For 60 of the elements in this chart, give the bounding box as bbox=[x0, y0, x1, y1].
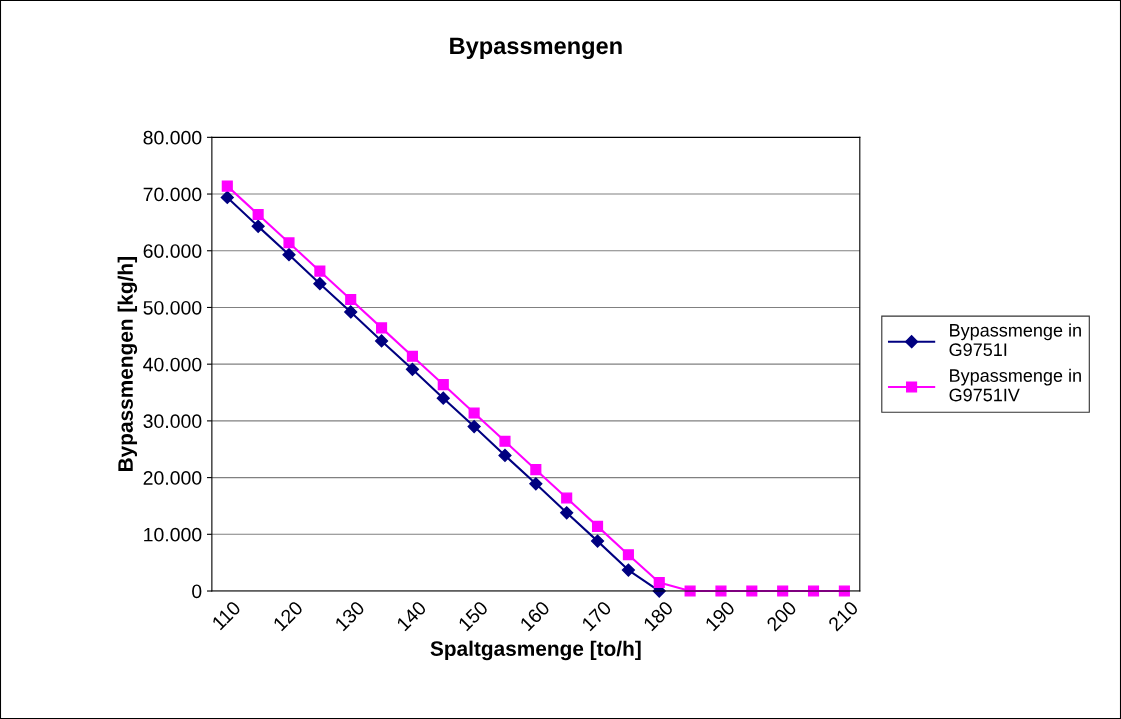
point bbox=[436, 391, 450, 405]
y-axis-title: Bypassmengen [kg/h] bbox=[117, 257, 138, 472]
point bbox=[221, 180, 233, 192]
y-tick-label: 30.000 bbox=[143, 414, 202, 429]
legend-label: Bypassmenge in G9751IV bbox=[949, 368, 1081, 402]
point bbox=[684, 585, 696, 597]
point bbox=[653, 576, 665, 589]
point bbox=[499, 435, 511, 447]
x-tick-label: 160 bbox=[519, 600, 551, 632]
point bbox=[498, 448, 512, 463]
point bbox=[622, 549, 634, 561]
x-tick-label: 190 bbox=[704, 600, 736, 632]
x-tick-label: 200 bbox=[765, 600, 798, 632]
point bbox=[468, 407, 480, 419]
point bbox=[405, 362, 420, 376]
x-tick-label: 150 bbox=[457, 600, 489, 632]
y-tick-label: 0 bbox=[192, 584, 202, 599]
x-tick-label: 130 bbox=[334, 600, 366, 632]
point bbox=[530, 464, 542, 476]
point bbox=[406, 350, 418, 362]
legend-label: Bypassmenge in G9751I bbox=[949, 323, 1081, 357]
point bbox=[746, 585, 758, 597]
point bbox=[251, 219, 265, 233]
y-tick-label: 10.000 bbox=[144, 527, 202, 542]
point bbox=[313, 277, 327, 291]
point bbox=[283, 237, 295, 249]
point bbox=[715, 585, 727, 597]
point bbox=[376, 322, 388, 334]
point bbox=[252, 208, 264, 221]
point bbox=[560, 506, 574, 520]
x-axis-title: Spaltgasmenge [to/h] bbox=[430, 640, 641, 661]
point bbox=[467, 419, 481, 434]
point bbox=[807, 585, 820, 597]
x-tick-label: 210 bbox=[827, 600, 859, 632]
point bbox=[777, 585, 789, 597]
point bbox=[621, 563, 635, 577]
point bbox=[437, 379, 449, 391]
point bbox=[591, 520, 604, 532]
point bbox=[344, 305, 358, 319]
x-tick-label: 170 bbox=[581, 600, 613, 632]
x-tick-label: 140 bbox=[395, 600, 428, 632]
x-tick-label: 180 bbox=[642, 600, 674, 632]
y-tick-label: 40.000 bbox=[143, 357, 202, 372]
y-tick-label: 50.000 bbox=[143, 300, 202, 315]
y-tick-label: 70.000 bbox=[143, 187, 202, 202]
y-tick-label: 20.000 bbox=[143, 471, 202, 485]
chart-title: Bypassmengen bbox=[450, 37, 622, 59]
point bbox=[282, 248, 296, 262]
x-tick-label: 120 bbox=[272, 600, 304, 632]
x-tick-label: 110 bbox=[211, 600, 242, 631]
point bbox=[590, 534, 605, 548]
point bbox=[374, 334, 389, 348]
point bbox=[838, 585, 850, 597]
point bbox=[345, 293, 357, 306]
y-tick-label: 60.000 bbox=[143, 244, 202, 258]
point bbox=[314, 265, 326, 277]
point bbox=[529, 477, 543, 491]
point bbox=[220, 190, 234, 205]
y-tick-label: 80.000 bbox=[143, 130, 202, 145]
point bbox=[561, 492, 573, 504]
